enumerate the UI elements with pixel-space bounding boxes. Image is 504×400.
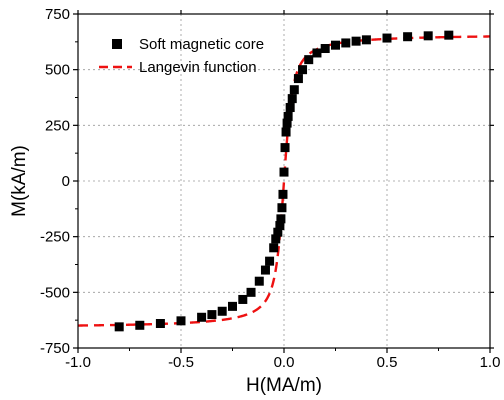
x-tick-label: -0.5 bbox=[168, 354, 194, 371]
data-point bbox=[383, 34, 392, 43]
data-point bbox=[282, 128, 291, 137]
y-tick-label: -250 bbox=[40, 229, 70, 246]
x-tick-label: 0.0 bbox=[274, 354, 295, 371]
data-point bbox=[207, 310, 216, 319]
y-tick-label: -750 bbox=[40, 340, 70, 357]
data-point bbox=[321, 44, 330, 53]
data-point bbox=[218, 307, 227, 316]
data-point bbox=[238, 295, 247, 304]
data-point bbox=[341, 38, 350, 47]
data-point bbox=[276, 214, 285, 223]
data-point bbox=[255, 277, 264, 286]
data-point bbox=[265, 257, 274, 266]
data-point bbox=[298, 65, 307, 74]
data-point bbox=[304, 55, 313, 64]
data-point bbox=[269, 243, 278, 252]
data-point bbox=[444, 31, 453, 40]
data-point bbox=[294, 74, 303, 83]
data-point bbox=[278, 190, 287, 199]
y-tick-label: -500 bbox=[40, 284, 70, 301]
y-tick-label: 500 bbox=[45, 62, 70, 79]
y-axis-label: M(kA/m) bbox=[9, 145, 30, 217]
data-point bbox=[197, 313, 206, 322]
data-point bbox=[281, 143, 290, 152]
y-tick-label: 0 bbox=[62, 173, 70, 190]
data-point bbox=[331, 41, 340, 50]
data-point bbox=[156, 319, 165, 328]
data-point bbox=[286, 103, 295, 112]
legend-marker-soft-magnetic-core bbox=[112, 39, 122, 49]
x-axis-label: H(MA/m) bbox=[246, 375, 322, 396]
data-point bbox=[284, 112, 293, 121]
x-tick-label: 0.5 bbox=[377, 354, 398, 371]
data-point bbox=[288, 94, 297, 103]
data-point bbox=[424, 31, 433, 40]
x-tick-label: 1.0 bbox=[480, 354, 501, 371]
y-tick-label: 250 bbox=[45, 117, 70, 134]
y-tick-label: 750 bbox=[45, 6, 70, 23]
data-point bbox=[115, 322, 124, 331]
data-point bbox=[261, 266, 270, 275]
legend-label-langevin: Langevin function bbox=[139, 59, 257, 76]
data-point bbox=[362, 35, 371, 44]
data-point bbox=[177, 316, 186, 325]
data-point bbox=[403, 32, 412, 41]
data-point bbox=[277, 203, 286, 212]
data-point bbox=[228, 302, 237, 311]
legend-label-soft-magnetic-core: Soft magnetic core bbox=[139, 36, 264, 53]
data-point bbox=[312, 48, 321, 57]
data-point bbox=[247, 288, 256, 297]
data-point bbox=[352, 37, 361, 46]
data-point bbox=[135, 321, 144, 330]
data-point bbox=[290, 85, 299, 94]
data-point bbox=[280, 168, 289, 177]
